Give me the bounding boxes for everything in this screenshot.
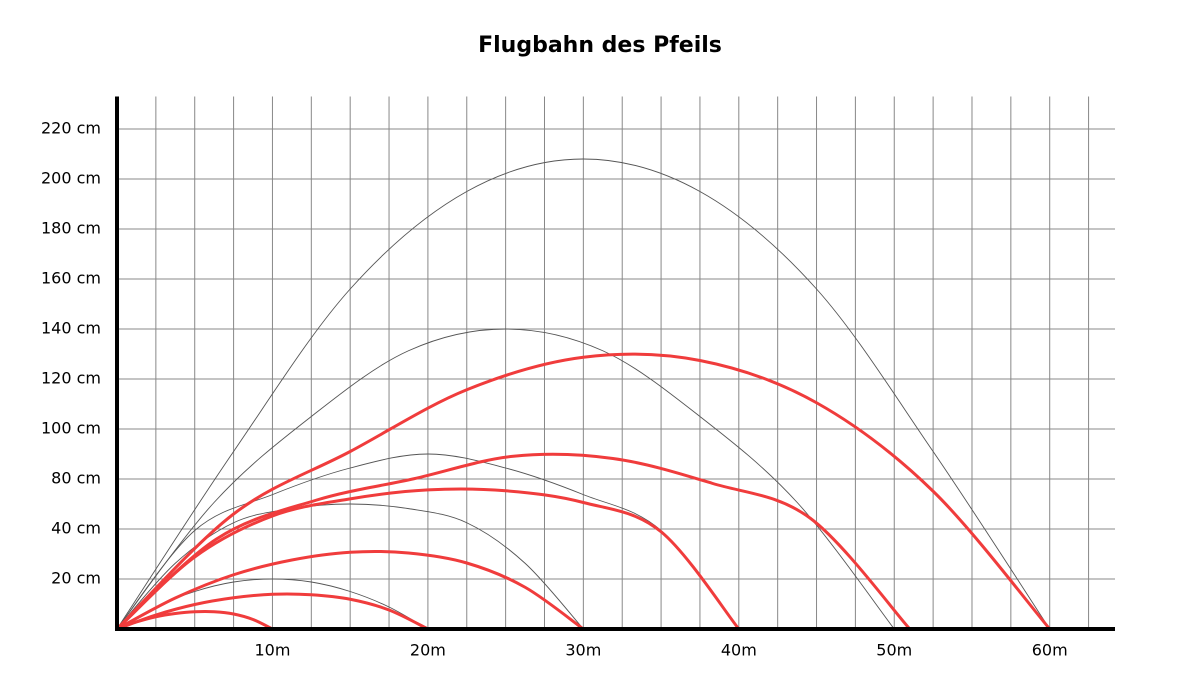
- y-tick-label: 80 cm: [51, 469, 101, 488]
- y-tick-label: 100 cm: [41, 419, 101, 438]
- trajectories: [115, 158, 1052, 631]
- chart-title: Flugbahn des Pfeils: [478, 33, 722, 58]
- x-tick-label: 10m: [254, 641, 290, 660]
- y-tick-label: 140 cm: [41, 319, 101, 338]
- y-tick-label: 220 cm: [41, 119, 101, 138]
- y-tick-label: 40 cm: [51, 519, 101, 538]
- trajectory-line: [115, 352, 1052, 631]
- trajectory-line: [115, 452, 912, 631]
- y-tick-label: 20 cm: [51, 569, 101, 588]
- y-tick-label: 200 cm: [41, 169, 101, 188]
- x-tick-label: 20m: [410, 641, 446, 660]
- trajectory-line: [116, 328, 895, 630]
- trajectory-line: [116, 503, 584, 630]
- trajectory-line: [115, 487, 741, 631]
- x-tick-label: 50m: [876, 641, 912, 660]
- y-tick-label: 120 cm: [41, 369, 101, 388]
- x-tick-label: 40m: [721, 641, 757, 660]
- y-tick-label: 180 cm: [41, 219, 101, 238]
- trajectory-line: [115, 592, 430, 631]
- grid: [117, 96, 1115, 629]
- y-tick-label: 160 cm: [41, 269, 101, 288]
- x-tick-label: 30m: [565, 641, 601, 660]
- trajectory-line: [115, 550, 585, 631]
- x-tick-label: 60m: [1032, 641, 1068, 660]
- trajectory-line: [116, 158, 1051, 630]
- axes: 20 cm 40 cm 80 cm 100 cm 120 cm 140 cm 160 cm 1…: [41, 96, 1115, 660]
